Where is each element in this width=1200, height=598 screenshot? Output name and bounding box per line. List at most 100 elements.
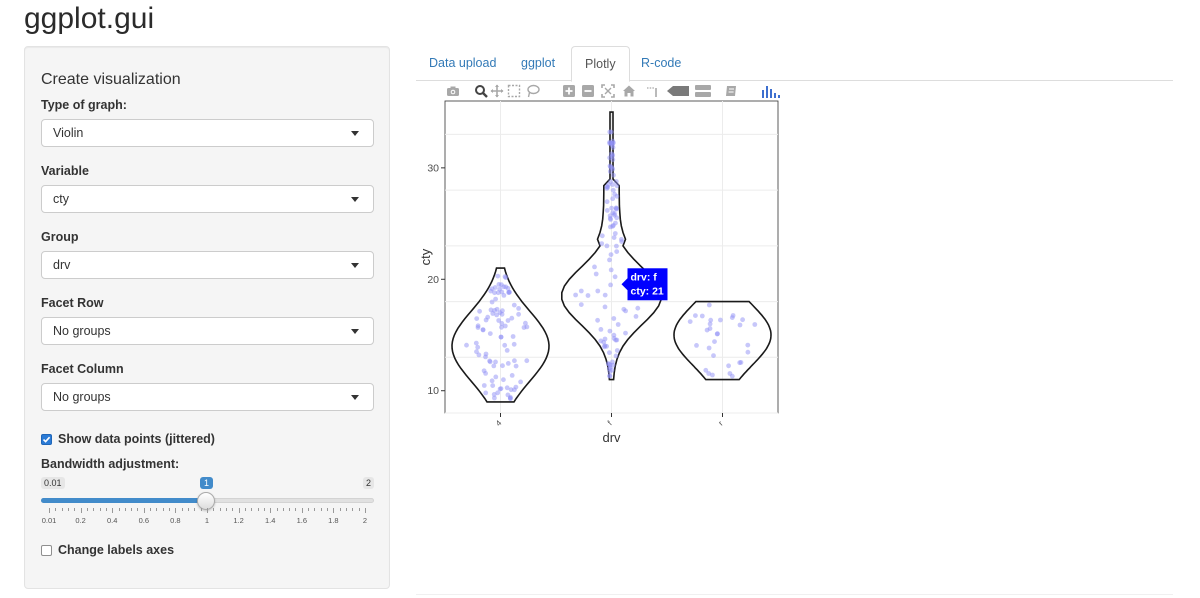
variable-select[interactable]: cty <box>41 185 374 213</box>
tab-ggplot[interactable]: ggplot <box>521 56 556 70</box>
data-point <box>599 241 605 247</box>
data-point <box>598 338 604 344</box>
change-labels-option[interactable]: Change labels axes <box>41 541 373 559</box>
facet-column-select[interactable]: No groups <box>41 383 374 411</box>
zoom-out-icon[interactable] <box>581 84 595 98</box>
data-point <box>598 327 604 332</box>
data-point <box>608 252 614 257</box>
zoom-icon[interactable] <box>474 84 488 98</box>
data-point <box>505 392 511 398</box>
data-point <box>504 348 510 353</box>
caret-down-icon <box>351 395 359 400</box>
data-point <box>503 275 509 280</box>
data-point <box>483 317 489 323</box>
reset-axes-icon[interactable] <box>622 84 636 98</box>
data-point <box>604 199 610 205</box>
violin-plot[interactable]: 10 20 30 4 f r drv cty drv: f cty: 21 <box>416 100 796 450</box>
group-select[interactable]: drv <box>41 251 374 279</box>
hover-closest-icon[interactable] <box>666 84 690 98</box>
zoom-in-icon[interactable] <box>562 84 576 98</box>
data-point <box>610 196 616 202</box>
variable-value: cty <box>53 192 69 206</box>
tab-plotly[interactable]: Plotly <box>571 46 630 82</box>
slider-handle[interactable] <box>197 492 216 510</box>
data-point <box>707 321 713 327</box>
data-point <box>599 233 605 239</box>
app-title: ggplot.gui <box>24 2 155 35</box>
slider-minor-tick <box>225 508 227 511</box>
tab-data-upload[interactable]: Data upload <box>429 56 497 70</box>
slider-tick-label: 0.4 <box>106 516 118 525</box>
slider-tick <box>80 508 82 513</box>
slider-minor-tick <box>257 508 259 511</box>
camera-icon[interactable] <box>446 84 460 98</box>
data-point <box>523 320 528 326</box>
change-labels-checkbox[interactable] <box>41 544 52 556</box>
violin-chart-svg[interactable]: 10 20 30 4 f r drv cty drv: f cty: 21 <box>416 100 796 450</box>
data-point <box>708 317 714 323</box>
data-point <box>492 285 498 290</box>
slider-minor-tick <box>169 508 171 511</box>
data-point <box>516 306 521 311</box>
show-points-option[interactable]: Show data points (jittered) <box>41 430 373 448</box>
slider-minor-tick <box>200 508 202 511</box>
data-point <box>612 231 618 236</box>
data-point <box>573 292 578 298</box>
plotly-logo-icon[interactable] <box>760 84 782 98</box>
x-tick-label: 4 <box>494 418 504 428</box>
box-select-icon[interactable] <box>507 84 521 98</box>
tooltip-line: cty: 21 <box>631 285 664 297</box>
data-point <box>608 179 613 184</box>
violin-shape <box>673 300 772 381</box>
autoscale-icon[interactable] <box>601 84 615 98</box>
slider-tick <box>365 508 366 513</box>
slider-minor-tick <box>74 508 76 511</box>
data-point <box>606 366 612 372</box>
panel-heading: Create visualization <box>41 71 181 88</box>
data-point <box>474 349 479 355</box>
data-point <box>593 271 599 277</box>
slider-tick <box>207 508 208 513</box>
data-point <box>610 359 615 365</box>
slider-tick <box>175 508 177 513</box>
data-point <box>505 361 511 366</box>
data-point <box>711 353 716 358</box>
slider-minor-tick <box>314 508 316 511</box>
data-point <box>491 363 497 369</box>
data-point <box>693 313 698 318</box>
facet-row-select[interactable]: No groups <box>41 317 374 345</box>
data-point <box>608 267 614 273</box>
spike-lines-icon[interactable] <box>646 84 660 98</box>
slider-tick <box>49 508 50 513</box>
data-point <box>490 383 496 388</box>
slider-minor-tick <box>150 508 152 511</box>
slider-minor-tick <box>99 508 101 511</box>
tab-r-code[interactable]: R-code <box>641 56 682 70</box>
data-point <box>706 302 712 308</box>
bandwidth-slider[interactable]: 0.01 1 2 0.01 0.2 0.4 0.6 0.8 1 1.2 1.4 1.6 1.8 2 <box>41 477 374 537</box>
slider-minor-tick <box>137 508 139 511</box>
data-point <box>502 342 508 348</box>
data-point <box>605 184 611 190</box>
slider-tick-label: 1 <box>204 516 210 525</box>
data-point <box>614 193 620 199</box>
data-point <box>496 282 502 287</box>
slider-tick <box>301 508 303 513</box>
tooltip-arrow <box>621 278 628 291</box>
data-point <box>480 327 486 332</box>
collaborate-icon[interactable] <box>724 84 738 98</box>
lasso-select-icon[interactable] <box>526 84 540 98</box>
data-point <box>505 286 511 291</box>
data-point <box>745 349 751 355</box>
graph-type-select[interactable]: Violin <box>41 119 374 147</box>
data-point <box>501 377 506 383</box>
pan-icon[interactable] <box>490 84 504 98</box>
slider-minor-tick <box>188 508 190 511</box>
show-points-checkbox[interactable] <box>41 433 52 445</box>
data-point <box>740 317 745 323</box>
hover-compare-icon[interactable] <box>694 84 712 98</box>
data-point <box>512 387 517 393</box>
data-point <box>607 257 612 263</box>
data-point <box>595 288 601 294</box>
slider-minor-tick <box>308 508 310 511</box>
